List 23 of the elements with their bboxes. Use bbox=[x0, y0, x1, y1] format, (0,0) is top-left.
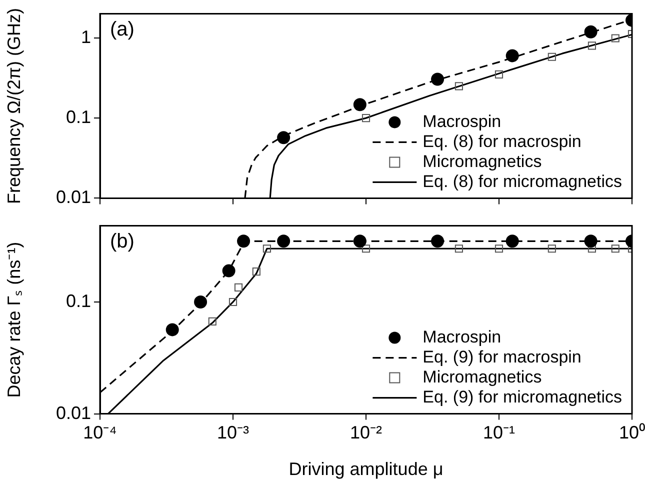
x-tick-label: 10⁻¹ bbox=[482, 422, 516, 443]
x-tick-label: 10⁰ bbox=[618, 422, 645, 443]
legend-label: Eq. (8) for macrospin bbox=[422, 132, 582, 151]
legend-label: Eq. (9) for micromagnetics bbox=[422, 387, 622, 406]
y-axis-title: Frequency Ω/(2π) (GHz) bbox=[4, 8, 24, 204]
y-tick-label: 0.1 bbox=[66, 107, 91, 128]
y-tick-label: 0.1 bbox=[66, 290, 91, 311]
legend-label: Eq. (9) for macrospin bbox=[422, 347, 582, 366]
legend-label: Micromagnetics bbox=[422, 367, 542, 386]
y-tick-label: 0.01 bbox=[56, 187, 91, 208]
x-tick-label: 10⁻³ bbox=[216, 422, 250, 443]
y-tick-label: 0.01 bbox=[56, 402, 91, 423]
legend-label: Eq. (8) for micromagnetics bbox=[422, 172, 622, 191]
legend-label: Micromagnetics bbox=[422, 152, 542, 171]
legend-label: Macrospin bbox=[422, 327, 502, 346]
annotation: (a) bbox=[110, 18, 134, 40]
x-tick-label: 10⁻² bbox=[350, 422, 382, 443]
legend-label: Macrospin bbox=[422, 112, 502, 131]
x-axis-title: Driving amplitude μ bbox=[288, 459, 444, 480]
y-axis-title: Decay rate Γₛ (ns⁻¹) bbox=[4, 242, 24, 398]
x-tick-label: 10⁻⁴ bbox=[83, 422, 117, 443]
y-tick-label: 1 bbox=[80, 26, 91, 47]
annotation: (b) bbox=[110, 230, 134, 252]
